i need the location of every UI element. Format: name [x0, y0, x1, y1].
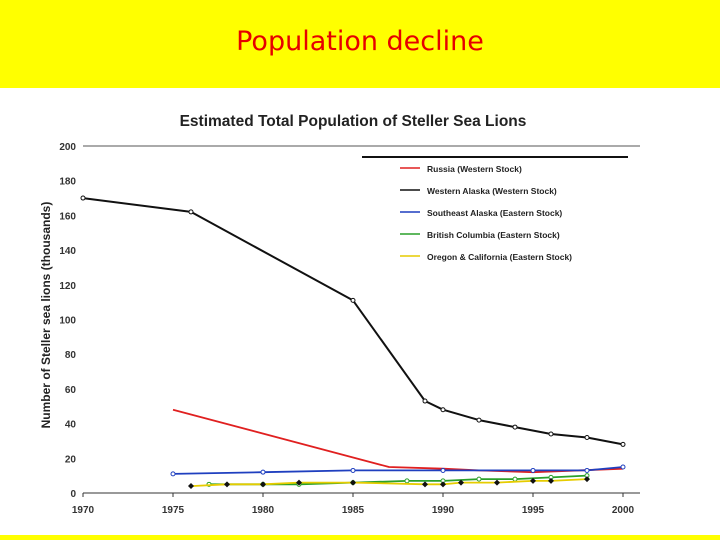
data-point — [512, 476, 518, 482]
series-5 — [188, 476, 590, 490]
series-1 — [172, 408, 624, 474]
series-layer — [80, 195, 626, 490]
data-point — [188, 483, 194, 490]
legend-label: Southeast Alaska (Eastern Stock) — [427, 208, 562, 218]
legend-item-5: Oregon & California (Eastern Stock) — [400, 252, 572, 262]
data-point — [260, 481, 266, 488]
y-tick-label: 20 — [65, 454, 77, 465]
legend-label: Oregon & California (Eastern Stock) — [427, 252, 572, 262]
series-2 — [80, 195, 626, 447]
data-point — [80, 195, 86, 201]
data-point — [584, 467, 590, 473]
legend-item-4: British Columbia (Eastern Stock) — [400, 230, 560, 240]
data-point — [350, 297, 356, 303]
legend-label: Western Alaska (Western Stock) — [427, 186, 557, 196]
data-point — [548, 431, 554, 437]
data-point — [170, 471, 176, 477]
axes: 0 20 40 60 80 100 120 140 160 180 200 1970 1975 1980 1… — [59, 142, 640, 516]
y-tick-label: 200 — [59, 142, 76, 153]
data-point — [476, 476, 482, 482]
slide-title: Population decline — [236, 26, 484, 57]
y-tick-label: 100 — [59, 316, 76, 327]
x-tick-label: 1990 — [432, 505, 455, 516]
series-line — [172, 408, 624, 474]
data-point — [476, 417, 482, 423]
y-tick-label: 80 — [65, 350, 77, 361]
data-point — [458, 479, 464, 486]
legend-item-2: Western Alaska (Western Stock) — [400, 186, 557, 196]
x-tick-label: 1985 — [342, 505, 365, 516]
data-point — [620, 464, 626, 470]
data-point — [296, 479, 302, 486]
bottom-strip — [0, 535, 720, 540]
y-tick-label: 180 — [59, 177, 76, 188]
data-point — [188, 209, 194, 215]
y-axis-label: Number of Steller sea lions (thousands) — [39, 202, 53, 429]
data-point — [530, 467, 536, 473]
legend-label: Russia (Western Stock) — [427, 164, 522, 174]
y-tick-label: 40 — [65, 420, 77, 431]
legend-item-3: Southeast Alaska (Eastern Stock) — [400, 208, 562, 218]
data-point — [422, 481, 428, 488]
y-tick-label: 60 — [65, 385, 77, 396]
series-line — [190, 478, 588, 487]
y-tick-label: 120 — [59, 281, 76, 292]
series-3 — [170, 464, 626, 477]
y-tick-label: 140 — [59, 246, 76, 257]
data-point — [494, 479, 500, 486]
data-point — [350, 467, 356, 473]
data-point — [404, 478, 410, 484]
data-point — [620, 441, 626, 447]
data-point — [440, 481, 446, 488]
chart-title: Estimated Total Population of Steller Se… — [180, 113, 527, 130]
data-point — [584, 476, 590, 483]
data-point — [548, 477, 554, 484]
x-tick-label: 1975 — [162, 505, 185, 516]
data-point — [440, 467, 446, 473]
data-point — [440, 407, 446, 413]
data-point — [224, 481, 230, 488]
y-tick-label: 0 — [70, 489, 76, 500]
data-point — [260, 469, 266, 475]
x-tick-label: 2000 — [612, 505, 635, 516]
x-tick-label: 1980 — [252, 505, 275, 516]
legend-item-1: Russia (Western Stock) — [400, 164, 522, 174]
x-tick-label: 1970 — [72, 505, 95, 516]
title-banner: Population decline — [0, 0, 720, 88]
data-point — [530, 477, 536, 484]
x-tick-label: 1995 — [522, 505, 545, 516]
series-line — [82, 197, 624, 446]
data-point — [422, 398, 428, 404]
population-chart: Estimated Total Population of Steller Se… — [39, 113, 640, 516]
data-point — [350, 479, 356, 486]
data-point — [584, 434, 590, 440]
legend-label: British Columbia (Eastern Stock) — [427, 230, 560, 240]
y-tick-label: 160 — [59, 211, 76, 222]
legend: Russia (Western Stock) Western Alaska (We… — [362, 156, 628, 262]
data-point — [512, 424, 518, 430]
